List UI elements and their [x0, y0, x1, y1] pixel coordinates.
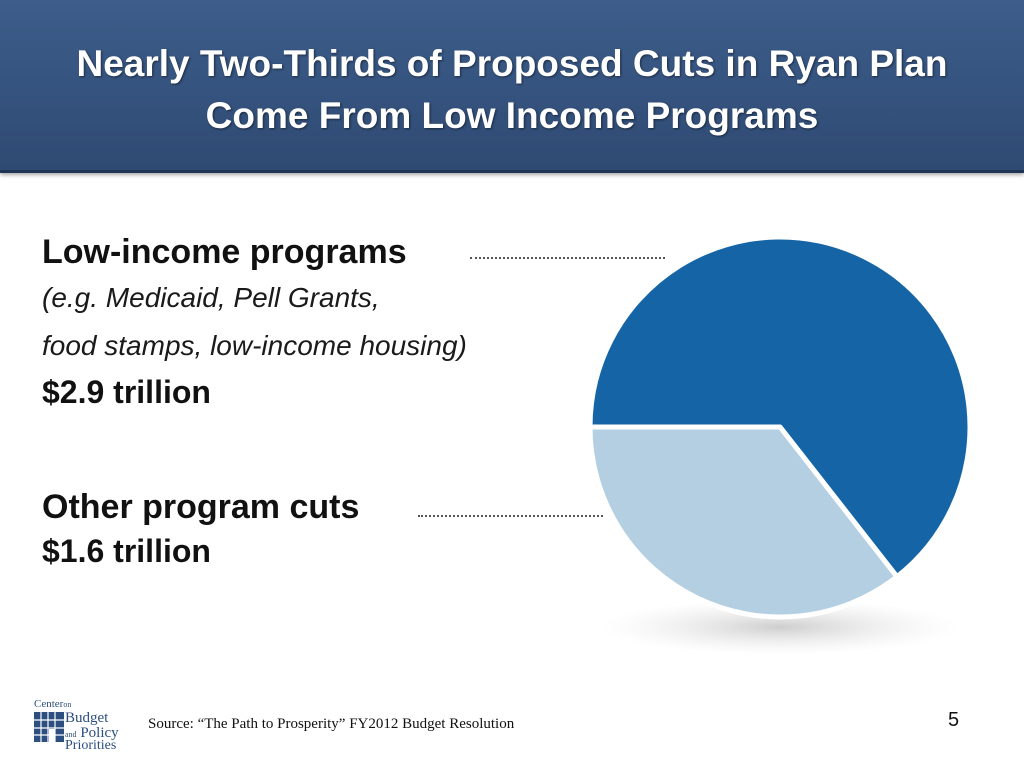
low-income-leader-line [470, 257, 665, 259]
slide-title-line-1: Nearly Two-Thirds of Proposed Cuts in Ry… [76, 43, 948, 84]
logo-line-4: Priorities [65, 738, 117, 753]
pie-slice-low-income [587, 234, 973, 580]
slide-title: Nearly Two-Thirds of Proposed Cuts in Ry… [0, 38, 1024, 142]
pie-shadow [600, 599, 960, 655]
other-label-group: Other program cuts $1.6 trillion [42, 485, 359, 573]
low-income-title: Low-income programs [42, 233, 407, 271]
logo-grid-icon [34, 712, 64, 742]
other-title: Other program cuts [42, 488, 360, 526]
low-income-amount: $2.9 trillion [42, 374, 211, 410]
page-number: 5 [948, 709, 960, 731]
title-banner: Nearly Two-Thirds of Proposed Cuts in Ry… [0, 0, 1024, 173]
other-amount: $1.6 trillion [42, 533, 211, 569]
logo-line-2: Budget [65, 710, 109, 726]
slide-title-line-2: Come From Low Income Programs [205, 95, 819, 136]
logo-line-1: Centeron [34, 698, 72, 710]
cbpp-logo: Centeron Budget and Policy Priorities [34, 698, 124, 753]
pie-chart [587, 234, 973, 655]
source-note: Source: “The Path to Prosperity” FY2012 … [148, 716, 515, 732]
other-leader-line [418, 515, 603, 517]
pie-slice-other [587, 424, 900, 620]
low-income-label-group: Low-income programs (e.g. Medicaid, Pell… [42, 230, 467, 414]
low-income-detail-1: (e.g. Medicaid, Pell Grants, [42, 282, 380, 313]
low-income-detail-2: food stamps, low-income housing) [42, 330, 467, 361]
logo-line-3: and Policy [65, 725, 119, 741]
